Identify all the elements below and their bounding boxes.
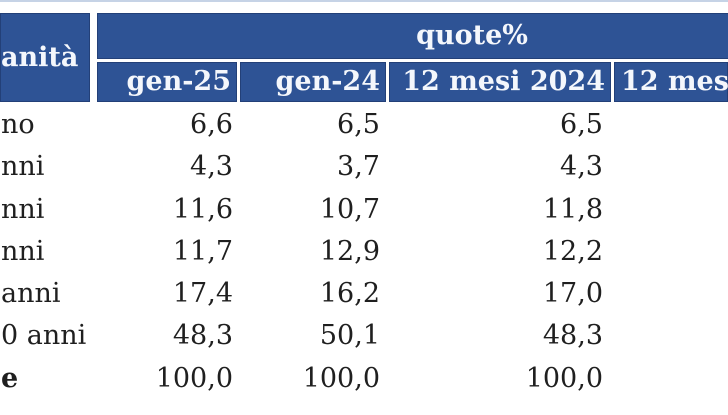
value-cell: 3,7	[337, 151, 380, 183]
column-header-gen-24: gen-24	[240, 62, 389, 102]
column-header-12-mesi-clipped: 12 mes	[614, 62, 728, 102]
row-label-fragment: nni	[1, 193, 45, 225]
value-cell	[614, 358, 728, 400]
table-row: nni 4,3 3,7 4,3	[0, 146, 728, 188]
value-cell	[614, 189, 728, 231]
value-cell	[614, 231, 728, 273]
value-cell: 17,4	[172, 278, 233, 310]
table-row: no 6,6 6,5 6,5	[0, 104, 728, 146]
value-cell: 100,0	[525, 362, 603, 394]
table-row: nni 11,6 10,7 11,8	[0, 189, 728, 231]
top-rule	[0, 0, 728, 2]
group-header-quote: quote%	[97, 13, 728, 59]
value-cell: 12,2	[542, 235, 603, 267]
value-cell: 4,3	[560, 151, 603, 183]
value-cell: 6,5	[337, 109, 380, 140]
row-label-fragment: anni	[1, 278, 61, 310]
table-body: no 6,6 6,5 6,5 nni 4,3 3,7 4,3 nni 11,6 10,7 11,8 nn…	[0, 104, 728, 400]
value-cell: 6,6	[190, 109, 233, 140]
row-label-fragment: no	[1, 109, 35, 140]
value-cell: 48,3	[172, 320, 233, 352]
value-cell	[614, 273, 728, 315]
row-label-fragment: nni	[1, 235, 45, 267]
value-cell: 6,5	[560, 109, 603, 140]
table-row: nni 11,7 12,9 12,2	[0, 231, 728, 273]
value-cell: 11,7	[172, 235, 233, 267]
value-cell: 11,6	[172, 193, 233, 225]
value-cell	[614, 146, 728, 188]
table-row: 0 anni 48,3 50,1 48,3	[0, 315, 728, 357]
value-cell	[614, 104, 728, 146]
table-row: e 100,0 100,0 100,0	[0, 358, 728, 400]
value-cell: 11,8	[542, 193, 603, 225]
value-cell: 10,7	[319, 193, 380, 225]
table-row: anni 17,4 16,2 17,0	[0, 273, 728, 315]
value-cell: 48,3	[542, 320, 603, 352]
value-cell: 100,0	[302, 362, 380, 394]
corner-header-cell: anità	[0, 13, 90, 102]
row-label-fragment: e	[1, 362, 19, 394]
column-header-row: gen-25 gen-24 12 mesi 2024 12 mes	[97, 62, 728, 102]
row-label-fragment: 0 anni	[1, 320, 87, 352]
value-cell: 50,1	[319, 320, 380, 352]
value-cell: 12,9	[319, 235, 380, 267]
value-cell: 17,0	[542, 278, 603, 310]
column-header-gen-25: gen-25	[97, 62, 240, 102]
value-cell: 16,2	[319, 278, 380, 310]
value-cell	[614, 315, 728, 357]
value-cell: 100,0	[155, 362, 233, 394]
column-header-12-mesi-2024: 12 mesi 2024	[389, 62, 614, 102]
row-label-fragment: nni	[1, 151, 45, 183]
value-cell: 4,3	[190, 151, 233, 183]
